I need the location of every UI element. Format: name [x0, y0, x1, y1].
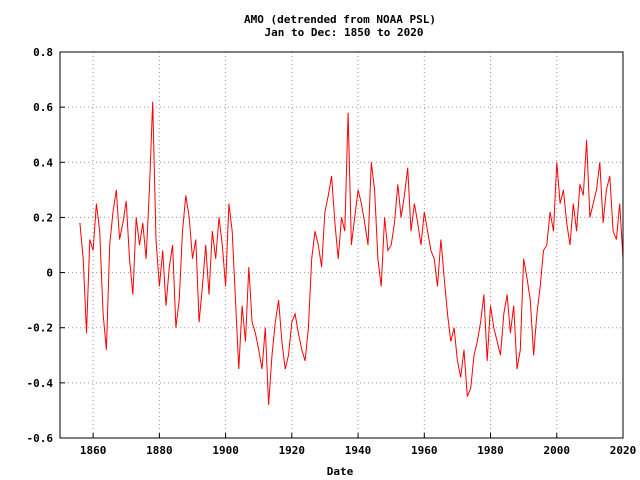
plot-area [60, 52, 623, 438]
x-tick-label: 2020 [610, 444, 637, 457]
plot-frame [59, 51, 624, 439]
x-axis-label: Date [327, 465, 354, 478]
chart-subtitle: Jan to Dec: 1850 to 2020 [265, 26, 424, 39]
x-tick-label: 1940 [345, 444, 372, 457]
amo-series-line [79, 101, 624, 405]
y-tick-label: -0.4 [27, 377, 54, 390]
x-tick-label: 1880 [146, 444, 173, 457]
ticks: 1860 1880 1900 1920 1940 1960 1980 2000 2020 0.8 0… [27, 46, 637, 457]
y-tick-label: 0.6 [33, 101, 53, 114]
y-tick-label: 0.2 [33, 211, 53, 224]
x-tick-label: 1920 [279, 444, 306, 457]
x-tick-label: 1860 [80, 444, 107, 457]
y-tick-label: 0.8 [33, 46, 53, 59]
y-tick-label: 0 [46, 267, 53, 280]
x-tick-label: 1980 [477, 444, 504, 457]
x-tick-label: 1900 [212, 444, 239, 457]
y-tick-label: -0.6 [27, 432, 54, 445]
x-tick-label: 1960 [411, 444, 438, 457]
x-tick-label: 2000 [544, 444, 571, 457]
y-tick-label: 0.4 [33, 156, 53, 169]
grid [60, 52, 623, 438]
chart-title: AMO (detrended from NOAA PSL) [244, 13, 436, 26]
series-group [79, 101, 624, 405]
y-tick-label: -0.2 [27, 322, 54, 335]
